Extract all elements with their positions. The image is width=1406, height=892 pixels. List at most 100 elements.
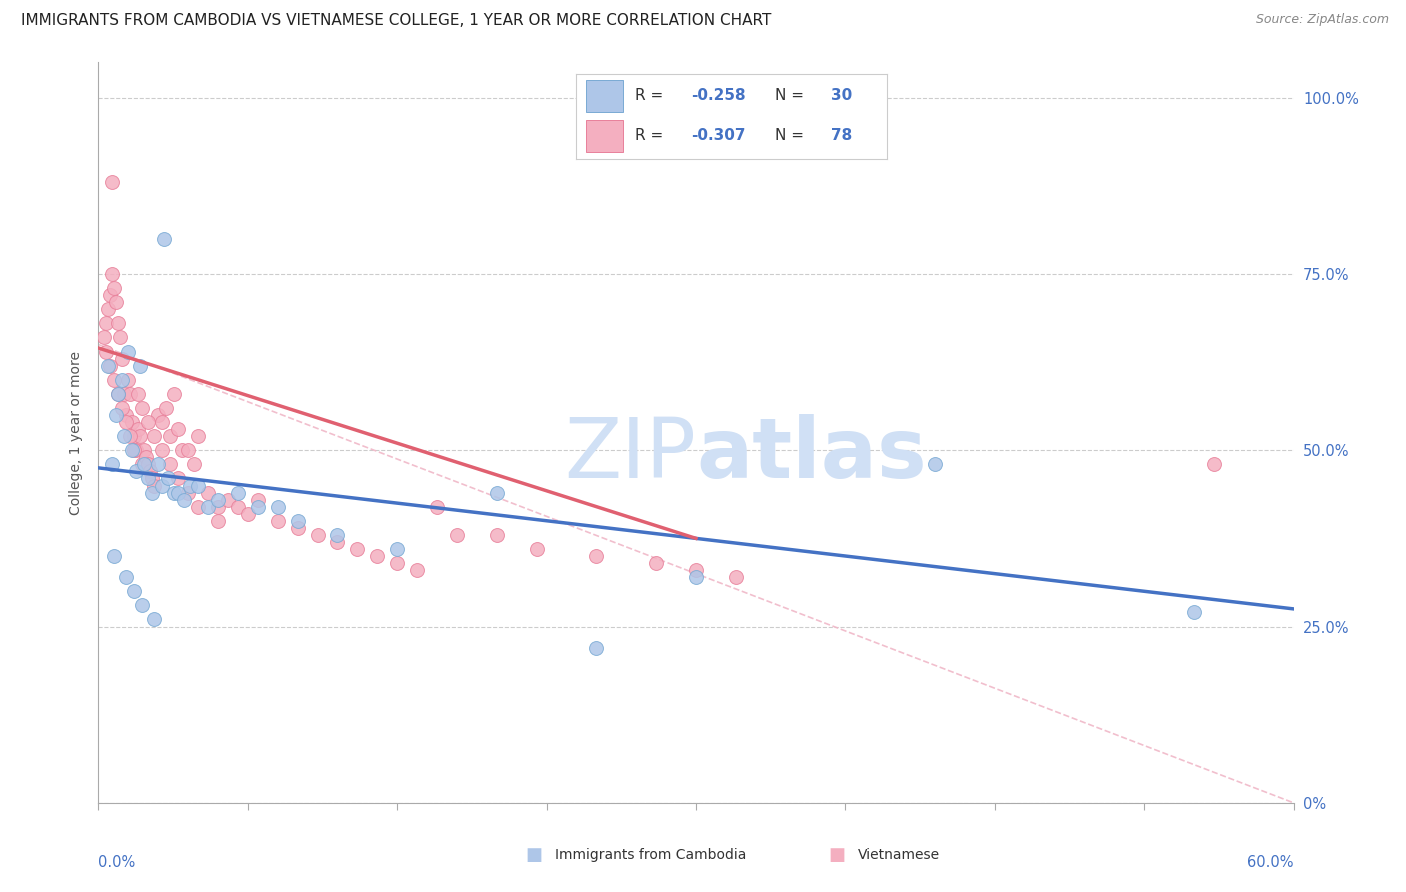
Point — [135, 450, 157, 465]
Point — [131, 599, 153, 613]
Point — [163, 485, 186, 500]
Point — [111, 401, 134, 415]
Point — [143, 612, 166, 626]
Text: 0.0%: 0.0% — [98, 855, 135, 870]
Point — [148, 408, 170, 422]
Point — [101, 175, 124, 189]
Point — [287, 514, 309, 528]
Point — [141, 485, 163, 500]
Point — [267, 514, 290, 528]
Point — [183, 458, 205, 472]
Point — [246, 492, 269, 507]
Point — [96, 316, 118, 330]
Point — [485, 485, 508, 500]
Point — [139, 464, 162, 478]
Point — [307, 528, 329, 542]
Text: 60.0%: 60.0% — [1247, 855, 1294, 870]
Point — [685, 570, 707, 584]
Point — [167, 471, 190, 485]
Point — [111, 373, 134, 387]
Point — [101, 458, 124, 472]
Point — [125, 443, 148, 458]
Text: ■: ■ — [526, 846, 543, 863]
Point — [103, 281, 125, 295]
Point — [197, 500, 219, 514]
Point — [107, 387, 129, 401]
Point — [159, 429, 181, 443]
Point — [143, 429, 166, 443]
Point — [226, 485, 249, 500]
Point — [177, 443, 200, 458]
Point — [125, 464, 148, 478]
Point — [136, 471, 159, 485]
Point — [150, 443, 173, 458]
Text: Immigrants from Cambodia: Immigrants from Cambodia — [555, 847, 747, 862]
Point — [236, 507, 259, 521]
Point — [287, 521, 309, 535]
Point — [187, 478, 209, 492]
Point — [446, 528, 468, 542]
Point — [120, 387, 142, 401]
Point — [121, 443, 143, 458]
Point — [173, 492, 195, 507]
Text: Vietnamese: Vietnamese — [858, 847, 939, 862]
Point — [207, 492, 229, 507]
Point — [101, 267, 124, 281]
Point — [131, 401, 153, 415]
Point — [585, 640, 607, 655]
Point — [93, 330, 115, 344]
Point — [110, 330, 132, 344]
Point — [150, 478, 173, 492]
Text: IMMIGRANTS FROM CAMBODIA VS VIETNAMESE COLLEGE, 1 YEAR OR MORE CORRELATION CHART: IMMIGRANTS FROM CAMBODIA VS VIETNAMESE C… — [21, 13, 772, 29]
Point — [385, 541, 409, 556]
Point — [124, 443, 146, 458]
Point — [385, 556, 409, 570]
Point — [585, 549, 607, 563]
Point — [326, 528, 349, 542]
Point — [159, 458, 181, 472]
Point — [103, 549, 125, 563]
Point — [150, 415, 173, 429]
Point — [141, 471, 163, 485]
Text: Source: ZipAtlas.com: Source: ZipAtlas.com — [1256, 13, 1389, 27]
Point — [105, 408, 128, 422]
Text: ■: ■ — [828, 846, 845, 863]
Point — [724, 570, 747, 584]
Point — [117, 373, 139, 387]
Point — [346, 541, 368, 556]
Point — [97, 359, 120, 373]
Point — [326, 535, 349, 549]
Point — [177, 485, 200, 500]
Point — [526, 541, 548, 556]
Point — [167, 485, 190, 500]
Point — [246, 500, 269, 514]
Point — [98, 288, 122, 302]
Point — [103, 373, 125, 387]
Point — [366, 549, 388, 563]
Point — [112, 387, 135, 401]
Point — [685, 563, 707, 577]
Point — [645, 556, 668, 570]
Point — [1182, 606, 1205, 620]
Point — [143, 478, 166, 492]
Point — [115, 415, 138, 429]
Text: ZIP: ZIP — [564, 414, 696, 495]
Point — [96, 344, 118, 359]
Point — [187, 429, 209, 443]
Point — [120, 429, 142, 443]
Point — [406, 563, 429, 577]
Point — [163, 387, 186, 401]
Point — [111, 351, 134, 366]
Point — [107, 387, 129, 401]
Point — [124, 584, 146, 599]
Point — [226, 500, 249, 514]
Point — [148, 458, 170, 472]
Point — [98, 359, 122, 373]
Y-axis label: College, 1 year or more: College, 1 year or more — [69, 351, 83, 515]
Point — [136, 458, 159, 472]
Point — [117, 344, 139, 359]
Point — [157, 471, 180, 485]
Point — [124, 429, 146, 443]
Point — [187, 500, 209, 514]
Point — [105, 295, 128, 310]
